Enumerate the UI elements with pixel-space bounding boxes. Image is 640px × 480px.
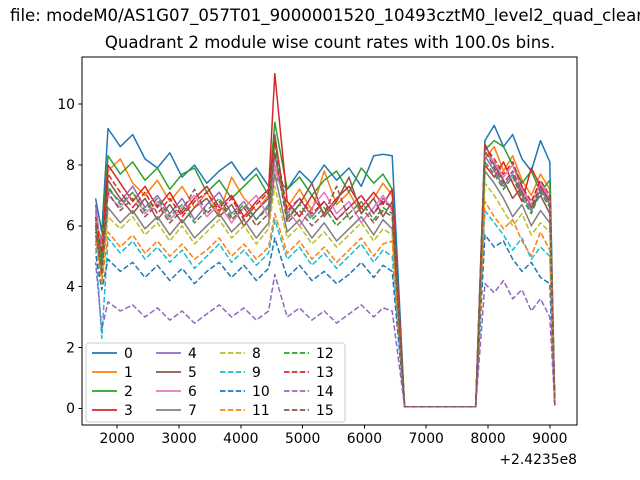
y-tick-label-8: 8 — [66, 158, 75, 174]
series-line-11 — [94, 200, 556, 408]
series-line-7 — [94, 170, 556, 408]
x-axis-offset-label: +2.4235e8 — [499, 452, 577, 468]
legend-label-1: 1 — [124, 365, 133, 381]
series-line-13 — [94, 139, 556, 408]
series-layer — [94, 72, 556, 408]
x-tick-label-4000: 4000 — [223, 431, 258, 447]
legend-label-12: 12 — [316, 346, 334, 362]
series-line-10 — [94, 234, 556, 408]
series-line-15 — [94, 149, 556, 408]
legend-label-6: 6 — [188, 384, 197, 400]
series-line-2 — [94, 121, 556, 408]
series-line-5 — [94, 133, 556, 408]
figure-title: file: modeM0/AS1G07_057T01_9000001520_10… — [10, 6, 640, 26]
axes-frame — [81, 56, 578, 426]
x-tick-label-5000: 5000 — [285, 431, 320, 447]
legend-label-0: 0 — [124, 346, 133, 362]
series-line-14 — [94, 262, 556, 408]
legend-label-13: 13 — [316, 365, 334, 381]
legend-label-8: 8 — [252, 346, 261, 362]
x-tick-label-7000: 7000 — [409, 431, 444, 447]
series-line-1 — [94, 145, 556, 408]
x-tick-label-2000: 2000 — [100, 431, 135, 447]
series-line-6 — [94, 152, 556, 408]
legend-label-11: 11 — [252, 403, 270, 419]
y-tick-label-6: 6 — [66, 219, 75, 235]
x-tick-label-6000: 6000 — [347, 431, 382, 447]
x-tick-label-9000: 9000 — [532, 431, 567, 447]
legend-label-3: 3 — [124, 403, 133, 419]
legend-label-2: 2 — [124, 384, 133, 400]
y-tick-label-2: 2 — [66, 340, 75, 356]
y-tick-label-4: 4 — [66, 280, 75, 296]
series-line-8 — [94, 182, 556, 408]
y-tick-label-0: 0 — [66, 401, 75, 417]
legend-label-9: 9 — [252, 365, 261, 381]
x-tick-label-3000: 3000 — [161, 431, 196, 447]
legend-label-15: 15 — [316, 403, 334, 419]
series-line-3 — [94, 72, 556, 408]
legend-label-5: 5 — [188, 365, 197, 381]
series-line-9 — [94, 209, 556, 408]
legend-label-10: 10 — [252, 384, 270, 400]
y-tick-label-10: 10 — [57, 97, 75, 113]
x-tick-label-8000: 8000 — [470, 431, 505, 447]
axes-title: Quadrant 2 module wise count rates with … — [105, 33, 555, 52]
series-line-0 — [94, 124, 556, 408]
legend-label-7: 7 — [188, 403, 197, 419]
legend-box — [85, 342, 346, 423]
series-line-12 — [94, 145, 556, 408]
legend-label-14: 14 — [316, 384, 334, 400]
legend-label-4: 4 — [188, 346, 197, 362]
